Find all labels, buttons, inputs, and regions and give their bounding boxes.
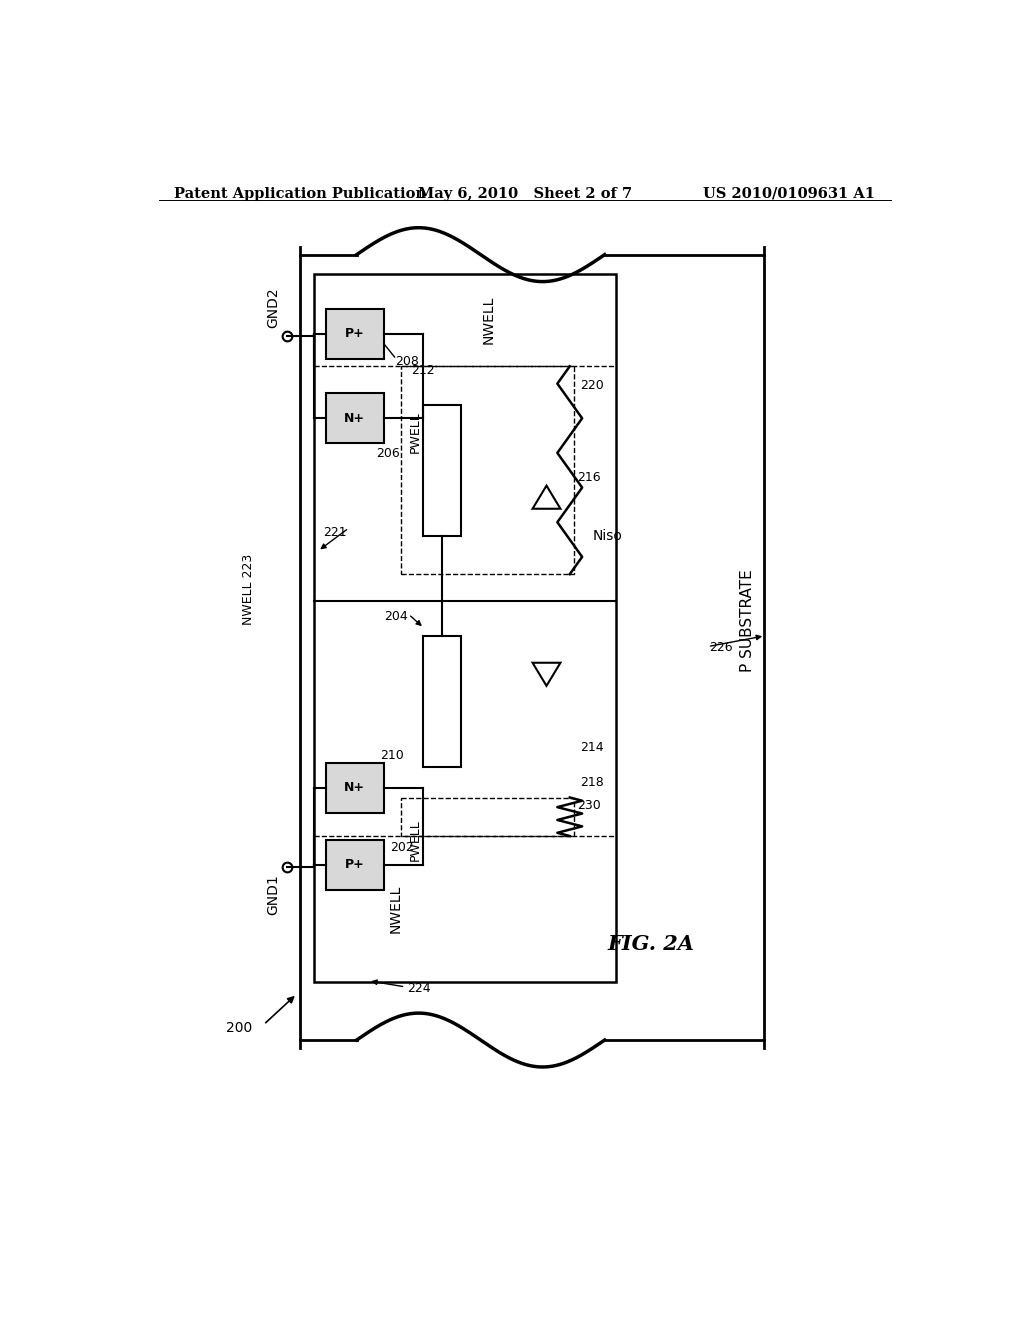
Text: May 6, 2010   Sheet 2 of 7: May 6, 2010 Sheet 2 of 7 — [418, 187, 632, 201]
Bar — [423, 405, 461, 536]
Text: 206: 206 — [376, 447, 399, 461]
Text: Niso: Niso — [593, 529, 623, 543]
Text: 202: 202 — [390, 841, 414, 854]
Text: 216: 216 — [578, 471, 601, 483]
Text: P+: P+ — [345, 858, 365, 871]
Text: 214: 214 — [580, 742, 603, 754]
Text: N+: N+ — [344, 412, 366, 425]
Text: 226: 226 — [710, 642, 733, 655]
Text: NWELL 223: NWELL 223 — [242, 554, 255, 626]
Bar — [400, 797, 573, 836]
Bar — [400, 367, 573, 574]
Bar — [326, 763, 384, 813]
Text: GND1: GND1 — [266, 875, 280, 915]
Text: PWELL: PWELL — [409, 818, 421, 861]
Text: 204: 204 — [384, 610, 408, 623]
Bar — [326, 840, 384, 890]
Bar — [314, 275, 616, 982]
Text: N+: N+ — [344, 781, 366, 795]
Text: 230: 230 — [578, 799, 601, 812]
Text: 220: 220 — [580, 379, 603, 392]
Text: NWELL: NWELL — [481, 296, 496, 345]
Text: 224: 224 — [407, 982, 431, 994]
Text: FIG. 2A: FIG. 2A — [607, 933, 694, 954]
Bar — [423, 636, 461, 767]
Text: NWELL: NWELL — [388, 884, 402, 933]
Bar — [326, 309, 384, 359]
Text: P SUBSTRATE: P SUBSTRATE — [740, 569, 756, 672]
Text: 200: 200 — [225, 1022, 252, 1035]
Text: Patent Application Publication: Patent Application Publication — [174, 187, 427, 201]
Text: 210: 210 — [380, 748, 403, 762]
Text: PWELL: PWELL — [409, 411, 421, 453]
Text: P+: P+ — [345, 327, 365, 341]
Text: 212: 212 — [411, 364, 434, 378]
Bar — [326, 393, 384, 444]
Text: 218: 218 — [580, 776, 603, 789]
Text: 208: 208 — [395, 355, 419, 368]
Text: GND2: GND2 — [266, 288, 280, 327]
Text: 221: 221 — [324, 525, 347, 539]
Text: US 2010/0109631 A1: US 2010/0109631 A1 — [703, 187, 876, 201]
